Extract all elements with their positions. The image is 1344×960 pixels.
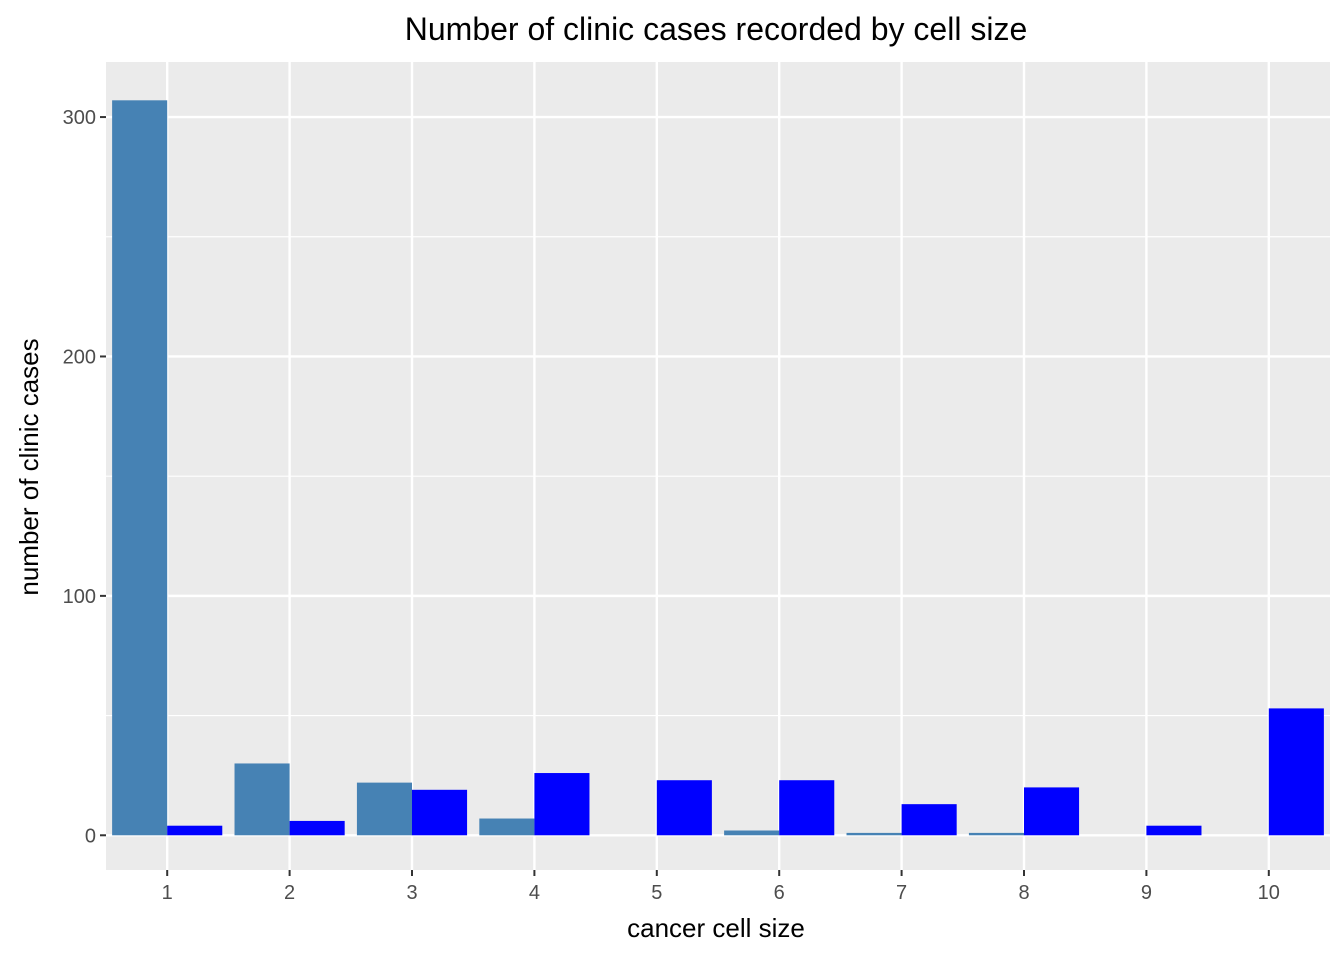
bar (234, 763, 290, 836)
bar (356, 782, 412, 836)
bars (112, 100, 1324, 836)
x-tick-label: 2 (284, 882, 295, 904)
y-tick-label: 100 (63, 586, 96, 608)
x-tick-label: 5 (651, 882, 662, 904)
x-tick-label: 9 (1141, 882, 1152, 904)
x-tick-label: 3 (406, 882, 417, 904)
y-tick-label: 200 (63, 346, 96, 368)
bar (1024, 787, 1080, 836)
bar (1268, 708, 1324, 836)
y-tick-label: 0 (85, 825, 96, 847)
bar (534, 773, 590, 836)
chart-title: Number of clinic cases recorded by cell … (405, 11, 1027, 47)
x-tick-label: 6 (774, 882, 785, 904)
bar (901, 804, 957, 836)
bar (412, 789, 468, 836)
bar (479, 818, 535, 836)
y-tick-label: 300 (63, 107, 96, 129)
bar (1146, 825, 1202, 836)
plot-panel (106, 62, 1330, 870)
x-axis-title: cancer cell size (627, 913, 805, 943)
x-tick-label: 10 (1258, 882, 1280, 904)
x-tick-label: 4 (529, 882, 540, 904)
x-tick-label: 1 (162, 882, 173, 904)
y-axis: 0 100 200 300 (63, 107, 106, 847)
bar (968, 832, 1024, 836)
bar (779, 780, 835, 836)
x-tick-label: 8 (1018, 882, 1029, 904)
bar (112, 100, 168, 836)
x-axis: 1 2 3 4 5 6 7 8 9 10 (162, 870, 1280, 904)
bar (846, 832, 902, 836)
bar (289, 820, 345, 836)
x-tick-label: 7 (896, 882, 907, 904)
bar (167, 825, 223, 836)
bar (656, 780, 712, 836)
bar (724, 830, 780, 836)
minor-gridlines (106, 236, 1330, 717)
y-axis-title: number of clinic cases (14, 338, 44, 595)
